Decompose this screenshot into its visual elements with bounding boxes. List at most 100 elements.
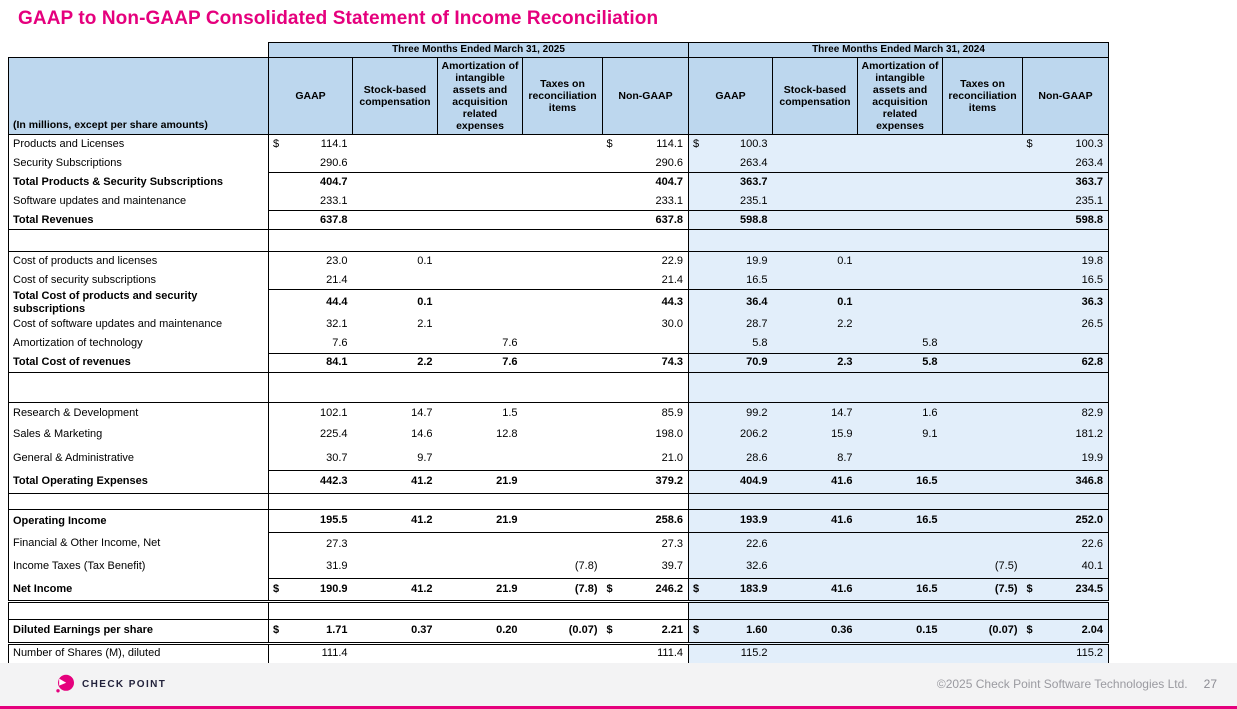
numeric-value: 19.9: [1081, 451, 1103, 464]
numeric-value: 346.8: [1075, 475, 1103, 488]
cell-value: 379.2: [602, 469, 689, 494]
numeric-value: 2.2: [837, 318, 853, 331]
numeric-value: 115.2: [1076, 647, 1103, 660]
cell-value: $190.9: [268, 577, 353, 603]
numeric-value: 27.3: [661, 537, 683, 550]
numeric-value: 235.1: [739, 194, 768, 207]
table-row: Diluted Earnings per share $1.71 0.37 0.20(…: [8, 618, 1109, 645]
cell-value: [772, 555, 858, 579]
numeric-value: 74.3: [661, 356, 683, 369]
numeric-value: 183.9: [739, 582, 768, 595]
numeric-value: 21.0: [661, 451, 683, 464]
column-header-row: (In millions, except per share amounts) …: [8, 56, 1109, 136]
cell-value: [522, 469, 603, 494]
cell-value: [857, 153, 943, 173]
table-row: Financial & Other Income, Net 27.3 27.3 22.…: [8, 532, 1109, 556]
table-row: Products and Licenses $114.1 $114.1 $100.3 $…: [8, 134, 1109, 154]
cell-value: 41.2: [352, 469, 438, 494]
numeric-value: 404.7: [319, 176, 348, 189]
cell-value: $183.9: [688, 577, 773, 603]
numeric-value: 5.8: [922, 356, 938, 369]
cell-value: 290.6: [602, 153, 689, 173]
numeric-value: 9.7: [417, 451, 433, 464]
cell-value: [772, 334, 858, 354]
cell-value: $246.2: [602, 577, 689, 603]
cell-value: 19.9: [1022, 446, 1109, 471]
cell-value: 1.5: [438, 402, 523, 423]
cell-value: 14.7: [353, 402, 438, 423]
cell-value: [523, 271, 603, 290]
separator-cell: [1022, 229, 1109, 253]
table-row: Net Income $190.9 41.2 21.9 (7.8) $246.2 $183.…: [8, 577, 1109, 603]
cell-value: [772, 210, 858, 231]
separator-cell: [522, 371, 603, 403]
numeric-value: 363.7: [739, 176, 768, 189]
cell-value: [857, 134, 943, 154]
table-row: Operating Income 195.5 41.2 21.9 258.6 193.9 4…: [8, 508, 1109, 533]
numeric-value: (0.07): [568, 624, 598, 637]
cell-value: [353, 192, 438, 211]
numeric-value: 41.2: [411, 475, 433, 488]
cell-value: [942, 134, 1023, 154]
cell-value: 5.8: [688, 334, 773, 354]
cell-value: $2.21: [602, 618, 689, 645]
group-header-2025: Three Months Ended March 31, 2025: [268, 42, 689, 58]
separator-cell: [942, 229, 1023, 253]
cell-value: 22.6: [688, 532, 773, 556]
cell-value: [1022, 334, 1109, 354]
cell-value: 195.5: [268, 508, 353, 533]
numeric-value: 14.7: [831, 406, 853, 419]
cell-value: $114.1: [269, 135, 353, 154]
row-label: Research & Development: [8, 402, 269, 424]
numeric-value: 637.8: [319, 214, 348, 227]
cell-value: 102.1: [269, 402, 353, 423]
currency-symbol: $: [273, 582, 280, 595]
cell-value: [857, 555, 943, 579]
numeric-value: 40.1: [1081, 560, 1103, 573]
cell-value: [942, 532, 1023, 556]
cell-value: 41.2: [352, 508, 438, 533]
numeric-value: 84.1: [326, 356, 348, 369]
col-header-gaap-2024: GAAP: [688, 56, 773, 136]
cell-value: [438, 532, 523, 555]
table-row: Research & Development 102.1 14.7 1.5 85.9 99…: [8, 402, 1109, 424]
numeric-value: 39.7: [661, 560, 683, 573]
separator-cell: [522, 600, 603, 620]
cell-value: 7.6: [269, 334, 353, 353]
cell-value: 198.0: [602, 423, 689, 447]
numeric-value: 1.5: [502, 406, 518, 419]
row-label: Financial & Other Income, Net: [8, 532, 269, 556]
cell-value: [523, 192, 603, 211]
col-header-sbc-2025: Stock-based compensation: [352, 56, 438, 136]
numeric-value: 7.6: [332, 337, 348, 350]
row-label: Cost of security subscriptions: [8, 270, 269, 290]
row-label: Security Subscriptions: [8, 153, 269, 173]
separator-cell: [602, 492, 689, 510]
table-row: Cost of security subscriptions 21.4 21.4 16…: [8, 270, 1109, 290]
numeric-value: 41.6: [831, 514, 853, 527]
table-row: Total Products & Security Subscriptions 4…: [8, 172, 1109, 192]
numeric-value: 7.6: [502, 356, 518, 369]
separator-cell: [1022, 600, 1109, 620]
numeric-value: 36.3: [1081, 296, 1103, 309]
cell-value: [523, 423, 603, 446]
row-label: Total Operating Expenses: [8, 470, 269, 494]
numeric-value: 23.0: [326, 255, 348, 268]
numeric-value: 235.1: [1075, 194, 1103, 207]
row-label-header: (In millions, except per share amounts): [8, 56, 269, 136]
separator-cell: [268, 371, 353, 403]
cell-value: 206.2: [688, 423, 773, 447]
cell-value: 225.4: [269, 423, 353, 446]
cell-value: 235.1: [1022, 191, 1109, 211]
numeric-value: 0.36: [831, 624, 853, 637]
row-label: Diluted Earnings per share: [8, 619, 269, 645]
cell-value: $234.5: [1022, 577, 1109, 603]
numeric-value: 2.21: [661, 624, 683, 637]
cell-value: [772, 153, 858, 173]
cell-value: [438, 135, 523, 154]
table-row: Income Taxes (Tax Benefit) 31.9 (7.8) 39.7 3…: [8, 555, 1109, 579]
cell-value: 16.5: [857, 469, 943, 494]
numeric-value: 41.6: [831, 475, 853, 488]
cell-value: 70.9: [688, 352, 773, 373]
